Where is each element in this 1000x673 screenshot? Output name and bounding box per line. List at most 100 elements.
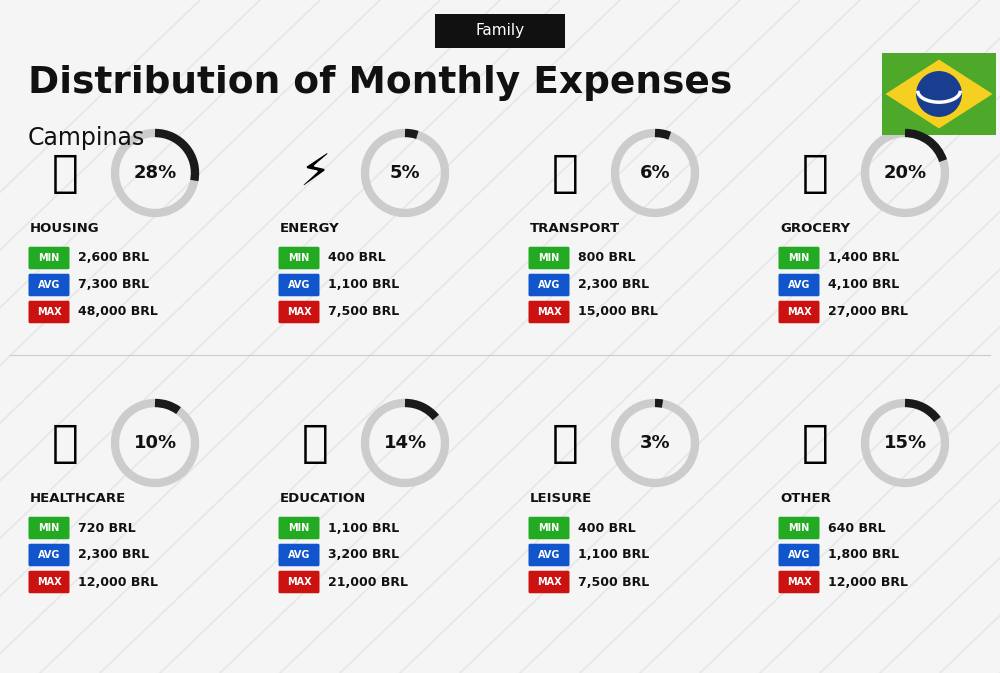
Text: AVG: AVG: [38, 280, 60, 290]
Text: 5%: 5%: [390, 164, 420, 182]
Text: 6%: 6%: [640, 164, 670, 182]
Text: 12,000 BRL: 12,000 BRL: [78, 575, 158, 588]
Text: MIN: MIN: [788, 523, 810, 533]
Text: MIN: MIN: [288, 253, 310, 263]
FancyBboxPatch shape: [29, 301, 70, 323]
Text: GROCERY: GROCERY: [780, 221, 850, 234]
FancyBboxPatch shape: [29, 247, 70, 269]
Text: MIN: MIN: [538, 253, 560, 263]
Text: 2,300 BRL: 2,300 BRL: [578, 279, 649, 291]
Text: 640 BRL: 640 BRL: [828, 522, 886, 534]
Text: MIN: MIN: [38, 253, 60, 263]
FancyBboxPatch shape: [778, 274, 820, 296]
Text: 10%: 10%: [133, 434, 177, 452]
Text: 21,000 BRL: 21,000 BRL: [328, 575, 408, 588]
Text: MIN: MIN: [538, 523, 560, 533]
FancyBboxPatch shape: [29, 274, 70, 296]
FancyBboxPatch shape: [778, 544, 820, 566]
Text: 7,500 BRL: 7,500 BRL: [578, 575, 649, 588]
Text: Campinas: Campinas: [28, 126, 145, 150]
Text: 15,000 BRL: 15,000 BRL: [578, 306, 658, 318]
Text: 48,000 BRL: 48,000 BRL: [78, 306, 158, 318]
Text: 400 BRL: 400 BRL: [328, 252, 386, 264]
Text: MAX: MAX: [37, 307, 61, 317]
Text: ENERGY: ENERGY: [280, 221, 340, 234]
Text: AVG: AVG: [538, 550, 560, 560]
FancyBboxPatch shape: [778, 571, 820, 594]
FancyBboxPatch shape: [278, 517, 320, 539]
Text: 🚌: 🚌: [552, 151, 578, 194]
Text: AVG: AVG: [38, 550, 60, 560]
Text: 27,000 BRL: 27,000 BRL: [828, 306, 908, 318]
Text: MAX: MAX: [287, 307, 311, 317]
Text: 28%: 28%: [133, 164, 177, 182]
FancyBboxPatch shape: [435, 14, 565, 48]
Text: Distribution of Monthly Expenses: Distribution of Monthly Expenses: [28, 65, 732, 101]
Text: ⚡: ⚡: [299, 151, 331, 194]
Text: MAX: MAX: [37, 577, 61, 587]
FancyBboxPatch shape: [528, 544, 570, 566]
FancyBboxPatch shape: [528, 274, 570, 296]
FancyBboxPatch shape: [29, 571, 70, 594]
Text: HEALTHCARE: HEALTHCARE: [30, 491, 126, 505]
Text: 🛍️: 🛍️: [552, 421, 578, 464]
Text: MAX: MAX: [787, 307, 811, 317]
Text: MIN: MIN: [38, 523, 60, 533]
Text: 12,000 BRL: 12,000 BRL: [828, 575, 908, 588]
FancyBboxPatch shape: [278, 571, 320, 594]
Text: 800 BRL: 800 BRL: [578, 252, 636, 264]
Text: 🛒: 🛒: [802, 151, 828, 194]
Text: AVG: AVG: [288, 280, 310, 290]
Text: 🫀: 🫀: [52, 421, 78, 464]
Text: 1,800 BRL: 1,800 BRL: [828, 548, 899, 561]
Circle shape: [916, 71, 962, 117]
Text: AVG: AVG: [538, 280, 560, 290]
Text: 2,300 BRL: 2,300 BRL: [78, 548, 149, 561]
Text: 20%: 20%: [883, 164, 927, 182]
Text: LEISURE: LEISURE: [530, 491, 592, 505]
Text: MIN: MIN: [788, 253, 810, 263]
FancyBboxPatch shape: [778, 517, 820, 539]
Text: 🏢: 🏢: [52, 151, 78, 194]
Text: 400 BRL: 400 BRL: [578, 522, 636, 534]
Text: 14%: 14%: [383, 434, 427, 452]
FancyBboxPatch shape: [29, 544, 70, 566]
FancyBboxPatch shape: [528, 247, 570, 269]
Text: AVG: AVG: [288, 550, 310, 560]
Text: MAX: MAX: [537, 307, 561, 317]
FancyBboxPatch shape: [778, 247, 820, 269]
Polygon shape: [885, 59, 993, 129]
Text: AVG: AVG: [788, 550, 810, 560]
Text: 4,100 BRL: 4,100 BRL: [828, 279, 899, 291]
FancyBboxPatch shape: [278, 274, 320, 296]
Text: AVG: AVG: [788, 280, 810, 290]
Text: 👛: 👛: [802, 421, 828, 464]
Text: 2,600 BRL: 2,600 BRL: [78, 252, 149, 264]
Text: 1,100 BRL: 1,100 BRL: [578, 548, 649, 561]
Text: HOUSING: HOUSING: [30, 221, 100, 234]
Text: 1,400 BRL: 1,400 BRL: [828, 252, 899, 264]
Text: 720 BRL: 720 BRL: [78, 522, 136, 534]
FancyBboxPatch shape: [29, 517, 70, 539]
Text: 1,100 BRL: 1,100 BRL: [328, 279, 399, 291]
Text: Family: Family: [475, 24, 525, 38]
Text: 1,100 BRL: 1,100 BRL: [328, 522, 399, 534]
Text: EDUCATION: EDUCATION: [280, 491, 366, 505]
Text: 7,500 BRL: 7,500 BRL: [328, 306, 399, 318]
Text: TRANSPORT: TRANSPORT: [530, 221, 620, 234]
FancyBboxPatch shape: [528, 301, 570, 323]
FancyBboxPatch shape: [278, 247, 320, 269]
Text: 🎓: 🎓: [302, 421, 328, 464]
FancyBboxPatch shape: [778, 301, 820, 323]
Text: MAX: MAX: [287, 577, 311, 587]
Text: OTHER: OTHER: [780, 491, 831, 505]
Text: 7,300 BRL: 7,300 BRL: [78, 279, 149, 291]
Text: 15%: 15%: [883, 434, 927, 452]
Text: 3,200 BRL: 3,200 BRL: [328, 548, 399, 561]
FancyBboxPatch shape: [278, 544, 320, 566]
FancyBboxPatch shape: [528, 571, 570, 594]
Text: 3%: 3%: [640, 434, 670, 452]
Text: MAX: MAX: [787, 577, 811, 587]
FancyBboxPatch shape: [278, 301, 320, 323]
FancyBboxPatch shape: [882, 53, 996, 135]
